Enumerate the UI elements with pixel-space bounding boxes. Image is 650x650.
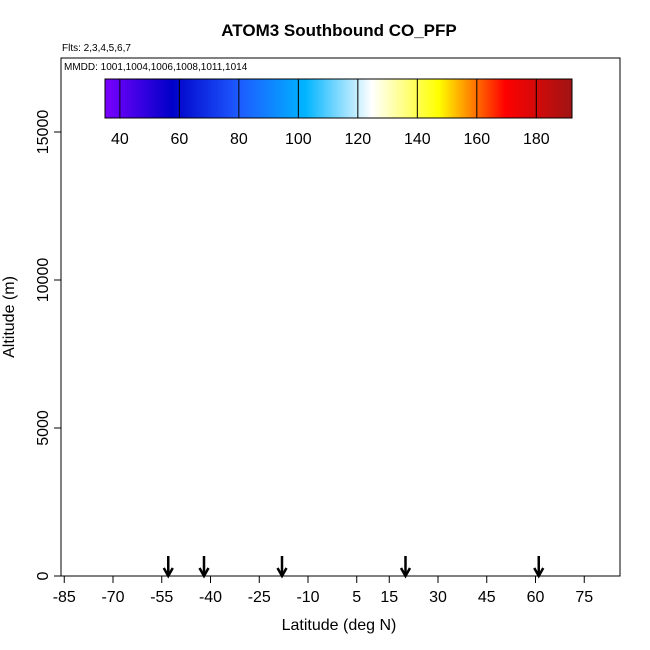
colorbar-tick-label: 140 <box>404 131 431 148</box>
x-tick-label: -10 <box>296 589 319 606</box>
x-tick-label: 5 <box>352 589 361 606</box>
x-tick-label: -85 <box>53 589 76 606</box>
x-axis-label: Latitude (deg N) <box>282 617 397 634</box>
colorbar-tick-label: 160 <box>463 131 490 148</box>
x-tick-label: -40 <box>199 589 222 606</box>
colorbar-tick-label: 100 <box>285 131 312 148</box>
y-tick-label: 0 <box>35 571 52 580</box>
x-tick-label: 60 <box>527 589 545 606</box>
colorbar <box>104 78 573 119</box>
mmdd-subtitle: MMDD: 1001,1004,1006,1008,1011,1014 <box>64 62 248 73</box>
x-tick-label: 75 <box>575 589 593 606</box>
y-axis-label: Altitude (m) <box>1 276 18 358</box>
x-tick-label: 15 <box>380 589 398 606</box>
x-tick-label: -70 <box>101 589 124 606</box>
colorbar-tick-label: 60 <box>170 131 188 148</box>
x-tick-label: 30 <box>429 589 447 606</box>
flights-subtitle: Flts: 2,3,4,5,6,7 <box>62 43 131 54</box>
y-tick-label: 10000 <box>35 258 52 303</box>
x-tick-label: -55 <box>150 589 173 606</box>
colorbar-tick-label: 120 <box>344 131 371 148</box>
colorbar-ticks: 40 60 80 100 120 140 160 180 <box>111 79 550 148</box>
y-axis: 0 5000 10000 15000 <box>35 110 61 580</box>
x-tick-label: 45 <box>478 589 496 606</box>
chart-title: ATOM3 Southbound CO_PFP <box>221 21 456 40</box>
colorbar-tick-label: 40 <box>111 131 129 148</box>
y-tick-label: 15000 <box>35 110 52 155</box>
y-tick-label: 5000 <box>35 410 52 446</box>
colorbar-tick-label: 80 <box>230 131 248 148</box>
sounding-arrows <box>162 556 545 579</box>
plot-frame <box>60 57 621 577</box>
x-tick-label: -25 <box>248 589 271 606</box>
x-axis: -85 -70 -55 -40 -25 -10 5 15 30 45 60 75 <box>53 576 593 606</box>
colorbar-tick-label: 180 <box>523 131 550 148</box>
